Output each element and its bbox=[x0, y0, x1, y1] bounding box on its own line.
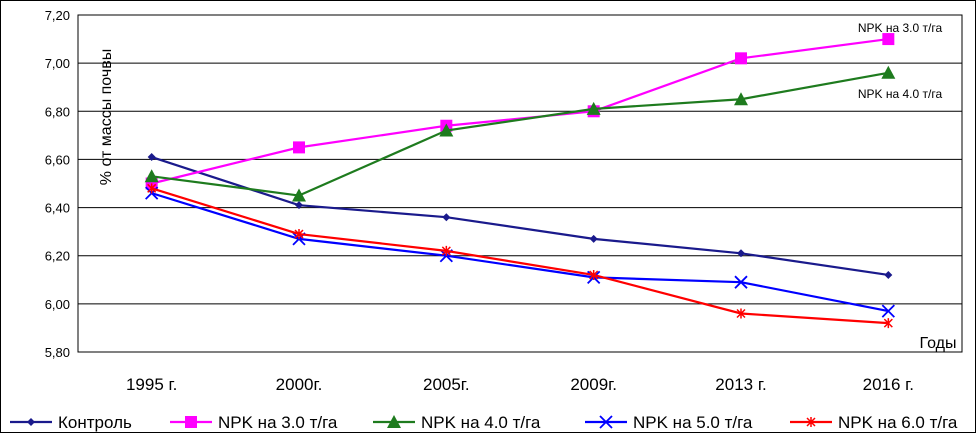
data-point-marker bbox=[883, 318, 893, 329]
legend-label: Контроль bbox=[58, 413, 132, 432]
legend-swatch-marker bbox=[27, 418, 35, 426]
data-point-marker bbox=[735, 52, 747, 65]
data-point-marker bbox=[589, 234, 598, 243]
series-line bbox=[151, 192, 889, 313]
data-point-marker bbox=[734, 92, 748, 106]
legend-swatch-marker bbox=[599, 415, 613, 429]
series-line bbox=[151, 155, 889, 277]
legend-item: NPK на 5.0 т/га bbox=[585, 413, 753, 432]
x-tick-label: 1995 г. bbox=[126, 375, 177, 394]
legend-swatch-marker bbox=[185, 416, 197, 428]
data-point-marker bbox=[586, 101, 601, 115]
y-tick-label: 6,60 bbox=[45, 152, 70, 167]
plot-area-frame bbox=[77, 14, 963, 353]
x-tick-label: 2016 г. bbox=[863, 375, 914, 394]
x-axis-label: Годы bbox=[920, 335, 957, 352]
x-tick-label: 2009г. bbox=[570, 375, 617, 394]
data-point-marker bbox=[295, 201, 303, 210]
data-point-marker bbox=[147, 153, 156, 162]
y-tick-label: 5,80 bbox=[45, 345, 70, 360]
y-tick-label: 6,00 bbox=[45, 297, 70, 312]
series-1 bbox=[147, 153, 893, 279]
data-point-marker bbox=[442, 213, 451, 222]
data-point-marker bbox=[292, 188, 306, 202]
series-line bbox=[151, 71, 889, 197]
data-point-marker bbox=[589, 269, 599, 280]
series-annotation: NPK на 3.0 т/га bbox=[858, 21, 943, 35]
gridlines bbox=[77, 14, 963, 353]
series-3 bbox=[144, 65, 896, 202]
data-point-marker bbox=[882, 33, 895, 46]
series-annotation: NPK на 4.0 т/га bbox=[858, 87, 943, 101]
data-point-marker bbox=[147, 183, 157, 194]
data-point-marker bbox=[737, 249, 745, 258]
data-point-marker bbox=[881, 304, 895, 318]
y-tick-label: 6,40 bbox=[45, 201, 70, 216]
y-tick-label: 6,80 bbox=[45, 104, 70, 119]
legend: Контроль NPK на 3.0 т/га NPK на 4.0 т/га NP… bbox=[10, 413, 958, 432]
data-point-marker bbox=[294, 229, 304, 240]
legend-swatch-marker bbox=[806, 417, 816, 427]
legend-label: NPK на 6.0 т/га bbox=[838, 413, 958, 432]
data-point-marker bbox=[734, 275, 748, 289]
data-point-marker bbox=[293, 141, 305, 154]
series-lines bbox=[144, 33, 896, 329]
legend-item: NPK на 6.0 т/га bbox=[790, 413, 958, 432]
legend-label: NPK на 4.0 т/га bbox=[421, 413, 541, 432]
legend-item: Контроль bbox=[10, 413, 132, 432]
x-tick-label: 2013 г. bbox=[715, 375, 766, 394]
legend-item: NPK на 4.0 т/га bbox=[373, 413, 541, 432]
series-5 bbox=[147, 183, 893, 329]
legend-item: NPK на 3.0 т/га bbox=[170, 413, 338, 432]
series-line bbox=[151, 37, 889, 185]
legend-swatch-marker bbox=[387, 415, 401, 428]
legend-label: NPK на 3.0 т/га bbox=[218, 413, 338, 432]
data-point-marker bbox=[144, 169, 159, 183]
legend-label: NPK на 5.0 т/га bbox=[633, 413, 753, 432]
data-point-marker bbox=[736, 308, 746, 319]
y-tick-label: 7,20 bbox=[45, 8, 70, 23]
y-axis-label: % от массы почвы bbox=[98, 49, 115, 185]
data-point-marker bbox=[439, 123, 454, 137]
data-point-marker bbox=[881, 65, 896, 79]
data-point-marker bbox=[884, 270, 893, 279]
y-tick-label: 6,20 bbox=[45, 249, 70, 264]
x-tick-label: 2005г. bbox=[423, 375, 470, 394]
y-tick-label: 7,00 bbox=[45, 56, 70, 71]
x-tick-label: 2000г. bbox=[276, 375, 323, 394]
data-point-marker bbox=[441, 245, 451, 256]
x-axis-tick-labels: 1995 г. 2000г. 2005г. 2009г. 2013 г. 2016 г. bbox=[126, 375, 914, 394]
y-axis-tick-labels: 5,80 6,00 6,20 6,40 6,60 6,80 7,00 7,20 bbox=[45, 8, 70, 360]
series-line bbox=[151, 187, 889, 325]
series-annotations: NPK на 3.0 т/га NPK на 4.0 т/га bbox=[858, 21, 943, 101]
